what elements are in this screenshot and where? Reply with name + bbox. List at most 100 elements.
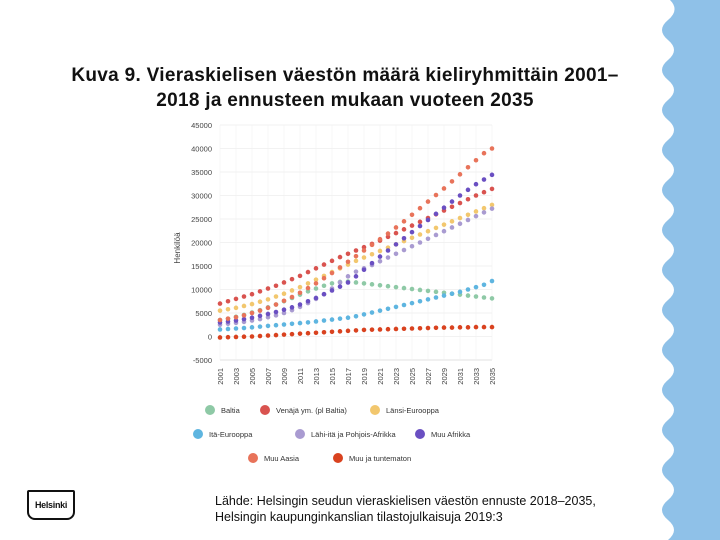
data-point — [305, 320, 311, 325]
x-tick-label: 2023 — [392, 368, 401, 385]
data-point — [281, 332, 287, 337]
legend-swatch — [415, 429, 425, 439]
data-point — [473, 181, 479, 187]
data-point — [457, 193, 463, 198]
data-point — [441, 222, 447, 227]
data-point — [401, 326, 407, 332]
data-point — [449, 179, 455, 184]
data-point — [257, 308, 263, 313]
data-point — [457, 215, 463, 221]
title-line-2: 2018 ja ennusteen mukaan vuoteen 2035 — [156, 89, 534, 111]
data-point — [345, 280, 351, 285]
legend-label: Lähi-itä ja Pohjois-Afrikka — [311, 429, 396, 439]
x-tick-label: 2005 — [248, 368, 257, 385]
data-point — [433, 225, 439, 231]
data-point — [329, 258, 335, 264]
data-point — [465, 293, 471, 298]
data-point — [401, 302, 407, 308]
legend-item: Venäjä ym. (pl Baltia) — [260, 405, 347, 415]
data-point — [297, 290, 303, 296]
data-point — [289, 288, 295, 293]
data-point — [257, 316, 263, 322]
data-point — [353, 248, 359, 253]
data-point — [321, 318, 327, 323]
legend-label: Venäjä ym. (pl Baltia) — [276, 405, 347, 415]
data-point — [473, 157, 479, 163]
data-point — [401, 227, 407, 232]
data-point — [377, 254, 383, 259]
x-tick-label: 2027 — [424, 368, 433, 385]
data-point — [489, 278, 495, 284]
data-point — [313, 277, 319, 282]
data-point — [289, 331, 295, 337]
y-axis-tick-labels: -5000 0 5000 10000 15000 20000 25000 30000 35000… — [191, 121, 212, 365]
data-point — [481, 210, 487, 215]
data-point — [289, 321, 295, 327]
data-point — [321, 275, 327, 281]
y-tick-label: 25000 — [191, 215, 212, 224]
data-point — [385, 326, 391, 332]
data-point — [393, 242, 399, 247]
data-point — [433, 232, 439, 238]
data-point — [393, 326, 399, 332]
data-point — [441, 293, 447, 298]
data-point — [473, 193, 479, 198]
data-point — [329, 270, 335, 276]
data-point — [241, 334, 247, 340]
data-points — [217, 146, 495, 340]
data-point — [473, 213, 479, 219]
data-point — [281, 298, 287, 304]
data-point — [353, 313, 359, 319]
data-point — [305, 285, 311, 291]
data-point — [217, 308, 223, 313]
data-point — [369, 251, 375, 257]
data-point — [481, 295, 487, 300]
data-point — [377, 248, 383, 254]
data-point — [385, 255, 391, 260]
series-5 — [217, 172, 495, 325]
data-point — [457, 172, 463, 177]
data-point — [345, 328, 351, 334]
data-point — [337, 265, 343, 270]
data-point — [241, 325, 247, 331]
data-point — [265, 333, 271, 338]
data-point — [417, 298, 423, 304]
legend-swatch — [333, 453, 343, 463]
data-point — [481, 205, 487, 211]
x-tick-label: 2001 — [216, 368, 225, 385]
x-tick-label: 2025 — [408, 368, 417, 385]
data-point — [409, 286, 415, 292]
data-point — [449, 219, 455, 224]
x-tick-label: 2035 — [488, 368, 497, 385]
legend-item: Muu ja tuntematon — [333, 453, 411, 463]
data-point — [225, 326, 231, 332]
data-point — [449, 199, 455, 204]
data-point — [345, 274, 351, 279]
data-point — [465, 212, 471, 218]
data-point — [385, 234, 391, 240]
data-point — [265, 311, 271, 317]
y-tick-label: 20000 — [191, 239, 212, 248]
data-point — [489, 202, 495, 208]
data-point — [401, 247, 407, 253]
data-point — [225, 306, 231, 312]
data-point — [425, 236, 431, 242]
data-point — [337, 316, 343, 321]
data-point — [473, 284, 479, 290]
data-point — [297, 331, 303, 336]
data-point — [465, 187, 471, 193]
data-point — [361, 248, 367, 253]
data-point — [265, 323, 271, 329]
data-point — [409, 326, 415, 331]
data-point — [401, 285, 407, 291]
data-point — [489, 324, 495, 330]
legend-item: Länsi-Eurooppa — [370, 405, 439, 415]
data-point — [409, 212, 415, 218]
data-point — [289, 305, 295, 310]
data-point — [465, 325, 471, 330]
legend-label: Muu Aasia — [264, 453, 300, 463]
data-point — [457, 200, 463, 206]
x-tick-label: 2013 — [312, 368, 321, 385]
legend-label: Länsi-Eurooppa — [386, 405, 439, 415]
data-point — [425, 325, 431, 331]
